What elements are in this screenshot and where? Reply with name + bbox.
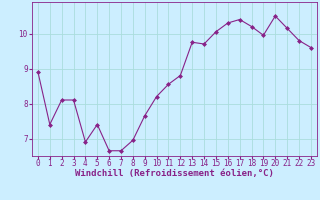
X-axis label: Windchill (Refroidissement éolien,°C): Windchill (Refroidissement éolien,°C) <box>75 169 274 178</box>
